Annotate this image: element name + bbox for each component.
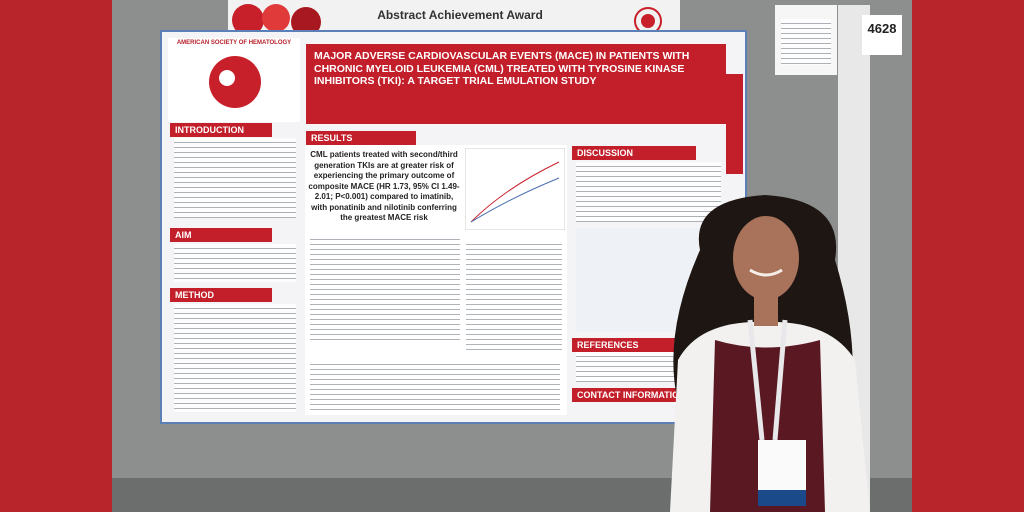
side-strip	[726, 74, 743, 174]
person	[670, 195, 870, 512]
section-header: AIM	[170, 228, 272, 242]
section-header: DISCUSSION	[572, 146, 696, 160]
red-cells	[232, 4, 321, 37]
results-highlight: CML patients treated with second/third g…	[308, 150, 460, 222]
section-header: CONTACT INFORMATION	[572, 388, 696, 402]
body-text	[174, 138, 296, 218]
body-text	[174, 304, 296, 412]
section-header: INTRODUCTION	[170, 123, 272, 137]
society-name: AMERICAN SOCIETY OF HEMATOLOGY	[176, 40, 292, 46]
curve-chart	[465, 148, 565, 230]
logo	[209, 56, 261, 108]
section-header: REFERENCES	[572, 338, 696, 352]
poster-title: MAJOR ADVERSE CARDIOVASCULAR EVENTS (MAC…	[306, 44, 726, 124]
body-text	[174, 244, 296, 282]
body-text	[310, 360, 560, 410]
board-number: 4628	[862, 15, 902, 55]
body-text	[576, 162, 721, 222]
award-title: Abstract Achievement Award	[377, 8, 543, 22]
section-header: RESULTS	[306, 131, 416, 145]
forest-table	[310, 235, 460, 340]
body-text	[466, 240, 562, 350]
sign	[775, 5, 837, 75]
section-header: METHOD	[170, 288, 272, 302]
